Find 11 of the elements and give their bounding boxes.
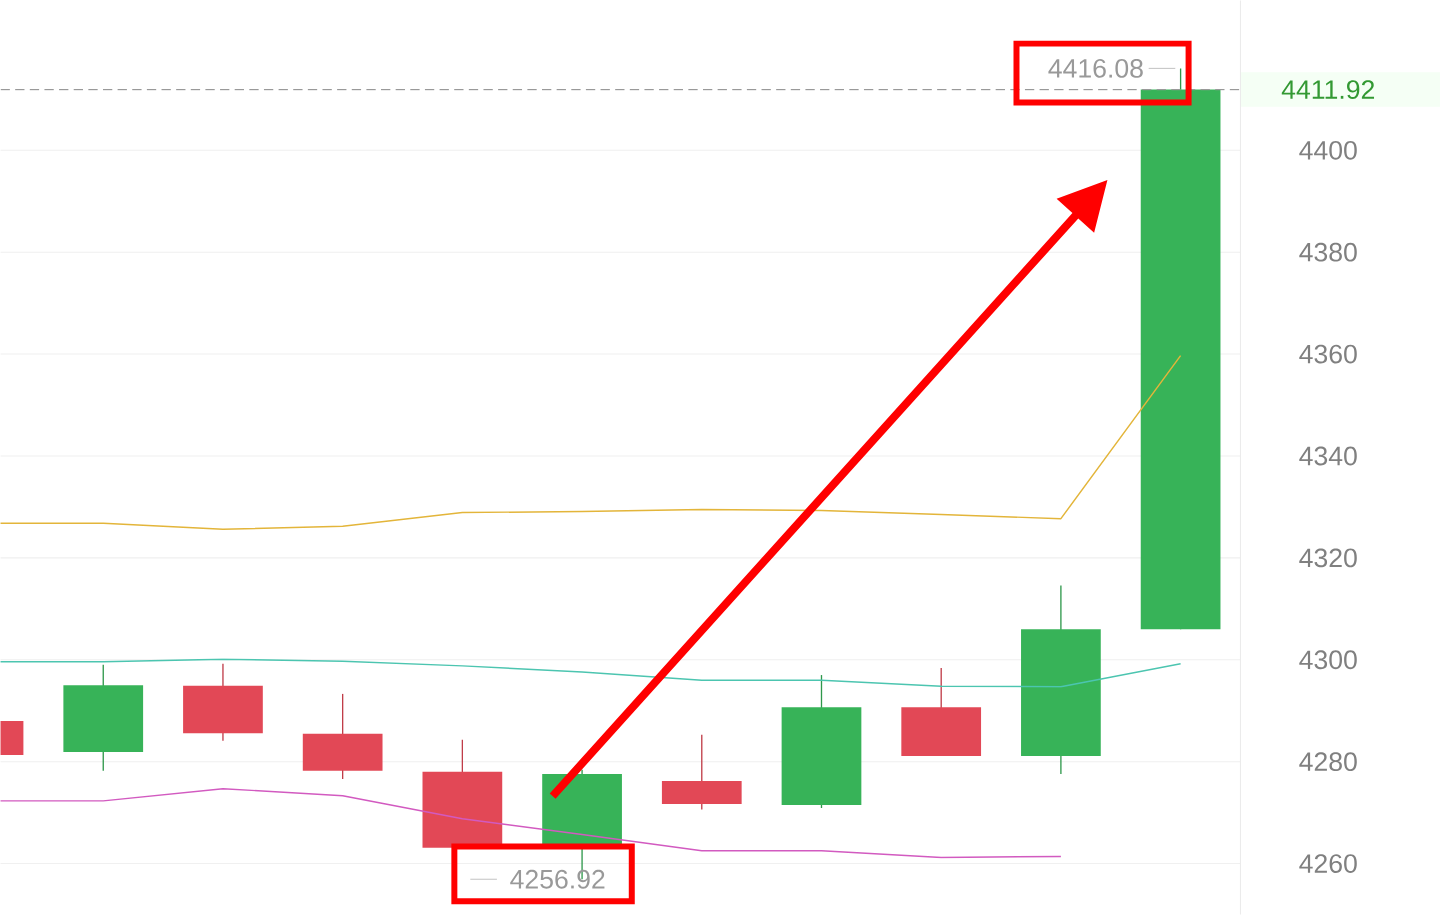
annotation: 4256.92 <box>510 869 605 889</box>
y-tick-label: 4380 <box>1299 242 1357 262</box>
y-tick-label: 4400 <box>1299 140 1357 160</box>
ref-line-label: 4411.92 <box>1281 80 1375 99</box>
y-tick-label: 4340 <box>1299 446 1357 466</box>
y-tick-label: 4360 <box>1299 344 1357 364</box>
y-tick-label: 4320 <box>1299 548 1357 568</box>
annotation: 4416.08 <box>1048 58 1143 78</box>
y-tick-label: 4260 <box>1299 854 1357 873</box>
y-tick-label: 4280 <box>1299 752 1357 772</box>
y-tick-label: 4300 <box>1299 650 1357 670</box>
